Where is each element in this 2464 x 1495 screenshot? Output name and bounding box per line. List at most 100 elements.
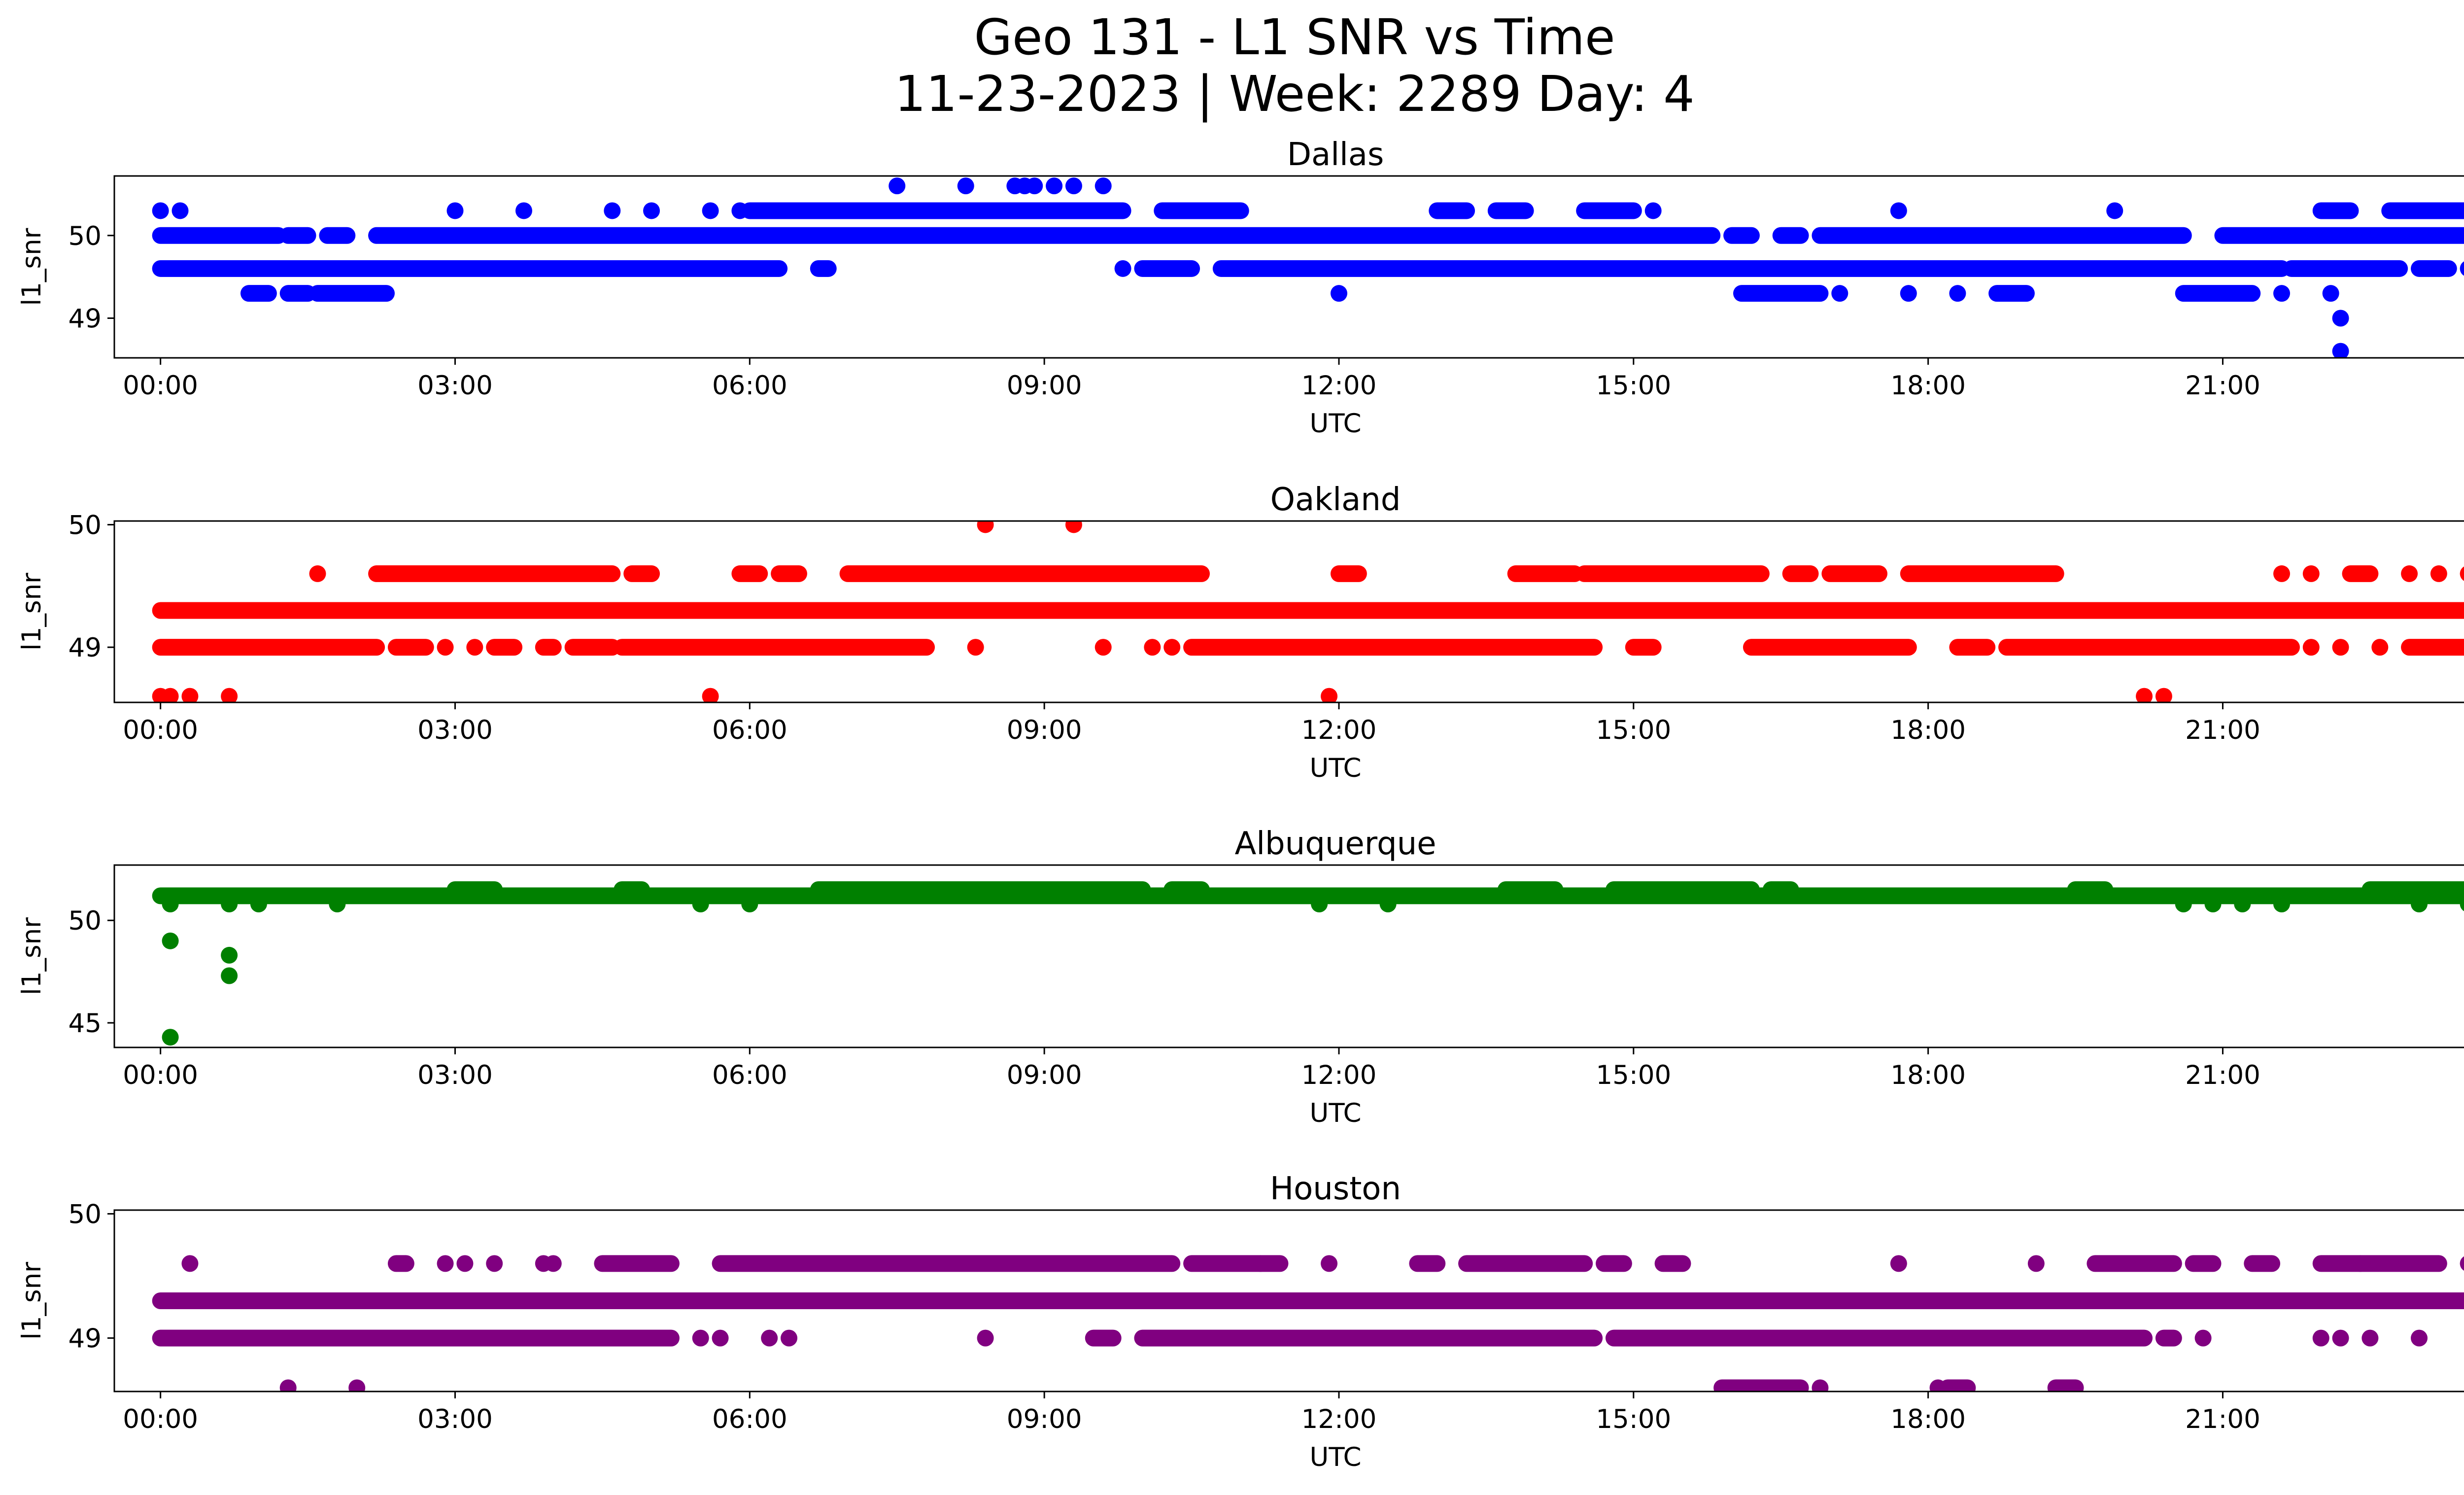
data-point: [152, 202, 169, 219]
y-tick-label: 50: [68, 510, 102, 540]
data-point: [162, 688, 179, 702]
x-tick-label: 15:00: [1596, 715, 1671, 745]
data-point: [279, 1379, 297, 1391]
data-point: [2273, 285, 2291, 302]
data-point: [781, 1329, 798, 1347]
data-point: [162, 1029, 179, 1046]
data-point: [2204, 895, 2222, 912]
x-tick-label: 03:00: [417, 1404, 493, 1434]
subplot-panels: Dallas 00:00 03:00 06:00 09:00 12:00 15:00 18:0…: [17, 137, 2464, 1472]
data-point: [437, 639, 454, 656]
x-tick-label: 21:00: [2185, 715, 2260, 745]
data-point: [2332, 1329, 2349, 1347]
figure-title-line-1: Geo 131 - L1 SNR vs Time: [974, 8, 1615, 66]
data-point: [221, 946, 238, 964]
x-tick-label: 18:00: [1890, 715, 1966, 745]
data-point: [1095, 177, 1112, 195]
data-point: [2401, 565, 2418, 582]
data-point: [889, 177, 906, 195]
data-point: [1379, 895, 1397, 912]
axes-frame: [113, 520, 2464, 703]
scatter-series: [152, 521, 2464, 702]
data-point: [2302, 639, 2320, 656]
data-point: [2332, 639, 2349, 656]
data-point: [977, 1329, 994, 1347]
data-point: [2136, 688, 2153, 702]
data-point: [2273, 895, 2291, 912]
data-point: [2332, 310, 2349, 327]
data-point: [221, 967, 238, 984]
x-tick-label: 18:00: [1890, 1404, 1966, 1434]
data-point: [1890, 202, 1907, 219]
data-point: [977, 521, 994, 533]
x-tick-label: 21:00: [2185, 371, 2260, 401]
data-point: [2322, 285, 2339, 302]
data-point: [2411, 895, 2428, 912]
x-axis-label: UTC: [1309, 1442, 1361, 1472]
data-point: [1949, 285, 1966, 302]
data-point: [1144, 639, 1161, 656]
y-axis-label: l1_snr: [17, 917, 47, 995]
x-tick-label: 15:00: [1596, 371, 1671, 401]
x-tick-label: 03:00: [417, 1060, 493, 1090]
data-point: [181, 1255, 199, 1272]
data-point: [2361, 1329, 2379, 1347]
subplot-houston: Houston 00:00 03:00 06:00 09:00 12:00 15:00 18:…: [17, 1171, 2464, 1472]
x-tick-label: 12:00: [1301, 1060, 1377, 1090]
data-point: [741, 895, 758, 912]
data-point: [1890, 1255, 1907, 1272]
x-axis-label: UTC: [1309, 753, 1361, 783]
data-point: [2175, 895, 2192, 912]
x-tick-label: 03:00: [417, 715, 493, 745]
data-point: [1812, 1379, 1829, 1391]
data-point: [692, 895, 709, 912]
data-point: [162, 932, 179, 949]
x-tick-label: 21:00: [2185, 1060, 2260, 1090]
data-point: [1164, 639, 1181, 656]
data-point: [2312, 1329, 2329, 1347]
x-tick-label: 03:00: [417, 371, 493, 401]
y-tick-label: 50: [68, 1200, 102, 1230]
subplot-title: Dallas: [1287, 137, 1384, 173]
y-axis-label: l1_snr: [17, 228, 47, 306]
data-point: [2332, 343, 2349, 358]
data-point: [1644, 202, 1662, 219]
x-axis-label: UTC: [1309, 1098, 1361, 1128]
data-point: [2234, 895, 2251, 912]
data-point: [702, 202, 719, 219]
y-tick-label: 50: [68, 221, 102, 251]
data-point: [181, 688, 199, 702]
data-point: [162, 895, 179, 912]
data-point: [250, 895, 267, 912]
subplot-albuquerque: Albuquerque 00:00 03:00 06:00 09:00 12:00 15:0…: [17, 826, 2464, 1128]
data-point: [1321, 688, 1338, 702]
x-tick-label: 06:00: [712, 371, 787, 401]
scatter-series: [152, 1255, 2464, 1391]
data-point: [2371, 639, 2389, 656]
data-point: [2302, 565, 2320, 582]
data-point: [348, 1379, 366, 1391]
y-tick-label: 45: [68, 1008, 102, 1039]
figure-title-line-2: 11-23-2023 | Week: 2289 Day: 4: [894, 65, 1694, 123]
data-point: [967, 639, 984, 656]
x-tick-label: 18:00: [1890, 1060, 1966, 1090]
data-point: [761, 1329, 778, 1347]
data-point: [1330, 285, 1347, 302]
data-point: [692, 1329, 709, 1347]
x-axis-label: UTC: [1309, 409, 1361, 439]
x-tick-label: 15:00: [1596, 1060, 1671, 1090]
x-tick-label: 06:00: [712, 715, 787, 745]
data-point: [2106, 202, 2123, 219]
data-point: [957, 177, 974, 195]
data-point: [446, 202, 464, 219]
x-tick-label: 18:00: [1890, 371, 1966, 401]
data-point: [2460, 566, 2464, 581]
data-point: [1900, 285, 1917, 302]
x-tick-label: 00:00: [123, 371, 198, 401]
y-axis-label: l1_snr: [17, 573, 47, 651]
x-tick-label: 06:00: [712, 1060, 787, 1090]
data-point: [1114, 260, 1131, 277]
data-point: [2411, 1329, 2428, 1347]
